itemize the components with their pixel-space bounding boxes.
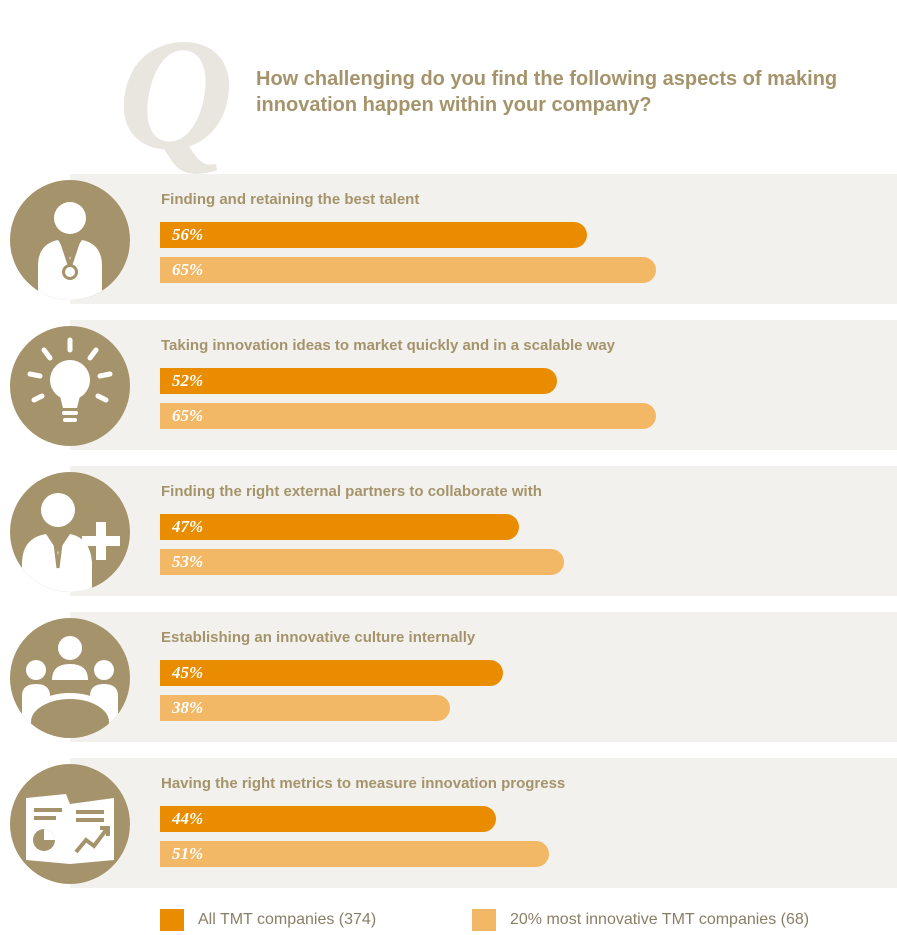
chart-row: Finding the right external partners to c… bbox=[0, 466, 897, 596]
bar-most-innovative: 38% bbox=[160, 695, 450, 721]
chart-row: Having the right metrics to measure inno… bbox=[0, 758, 897, 888]
bar-value-label: 65% bbox=[172, 406, 204, 425]
category-label: Finding the right external partners to c… bbox=[161, 483, 542, 500]
bar-all-tmt: 44% bbox=[160, 806, 496, 832]
bar-value-label: 47% bbox=[172, 517, 204, 536]
category-label: Finding and retaining the best talent bbox=[161, 191, 420, 208]
bar-most-innovative: 51% bbox=[160, 841, 549, 867]
category-label: Establishing an innovative culture inter… bbox=[161, 629, 476, 646]
chart-row: Establishing an innovative culture inter… bbox=[0, 612, 897, 742]
person-medal-icon bbox=[10, 180, 130, 300]
bar-value-label: 56% bbox=[172, 225, 204, 244]
legend-label-most-innovative: 20% most innovative TMT companies (68) bbox=[510, 911, 810, 928]
report-chart-icon bbox=[10, 764, 130, 884]
legend-swatch-most-innovative bbox=[472, 909, 496, 931]
bar-all-tmt: 56% bbox=[160, 222, 587, 248]
bar-value-label: 45% bbox=[172, 663, 204, 682]
bar-value-label: 44% bbox=[172, 809, 204, 828]
lightbulb-icon bbox=[10, 326, 130, 446]
person-add-icon bbox=[10, 472, 130, 592]
bar-all-tmt: 47% bbox=[160, 514, 519, 540]
chart-row: Taking innovation ideas to market quickl… bbox=[0, 320, 897, 450]
category-label: Having the right metrics to measure inno… bbox=[161, 775, 566, 792]
bar-value-label: 52% bbox=[172, 371, 204, 390]
bar-most-innovative: 65% bbox=[160, 403, 656, 429]
q-watermark: Q bbox=[118, 5, 234, 183]
bar-most-innovative: 65% bbox=[160, 257, 656, 283]
question-title: How challenging do you find the followin… bbox=[256, 68, 838, 116]
chart-row: Finding and retaining the best talent 56%… bbox=[0, 174, 897, 304]
team-meeting-icon bbox=[10, 618, 130, 738]
legend: All TMT companies (374) 20% most innovat… bbox=[0, 909, 897, 935]
category-label: Taking innovation ideas to market quickl… bbox=[161, 337, 616, 354]
bar-value-label: 65% bbox=[172, 260, 204, 279]
legend-item-most-innovative: 20% most innovative TMT companies (68) bbox=[472, 909, 809, 931]
legend-item-all-tmt: All TMT companies (374) bbox=[160, 909, 376, 931]
legend-swatch-all-tmt bbox=[160, 909, 184, 931]
bar-value-label: 38% bbox=[172, 698, 204, 717]
bar-most-innovative: 53% bbox=[160, 549, 564, 575]
bar-value-label: 53% bbox=[172, 552, 204, 571]
legend-label-all-tmt: All TMT companies (374) bbox=[198, 911, 377, 928]
bar-all-tmt: 45% bbox=[160, 660, 503, 686]
bar-value-label: 51% bbox=[172, 844, 204, 863]
bar-all-tmt: 52% bbox=[160, 368, 557, 394]
